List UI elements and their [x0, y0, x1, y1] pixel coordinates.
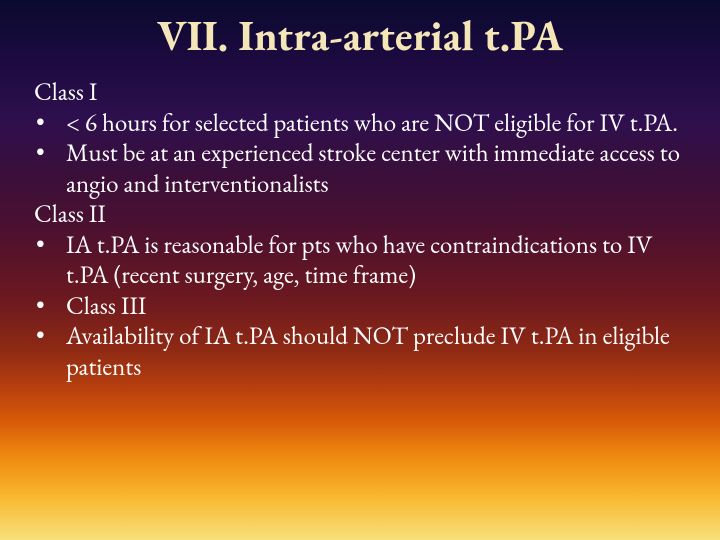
- bullet-glyph: •: [34, 108, 66, 139]
- bullet-text: < 6 hours for selected patients who are …: [66, 108, 686, 139]
- bullet-text: Must be at an experienced stroke center …: [66, 138, 686, 199]
- bullet-item: • Availability of IA t.PA should NOT pre…: [34, 321, 686, 382]
- class-heading: Class II: [34, 199, 686, 230]
- bullet-glyph: •: [34, 230, 66, 261]
- slide-body: Class I • < 6 hours for selected patient…: [34, 77, 686, 382]
- slide-title: VII. Intra-arterial t.PA: [34, 8, 686, 63]
- bullet-item: • Must be at an experienced stroke cente…: [34, 138, 686, 199]
- bullet-glyph: •: [34, 138, 66, 169]
- slide: VII. Intra-arterial t.PA Class I • < 6 h…: [0, 0, 720, 540]
- bullet-glyph: •: [34, 321, 66, 352]
- bullet-text: IA t.PA is reasonable for pts who have c…: [66, 230, 686, 291]
- bullet-glyph: •: [34, 291, 66, 322]
- bullet-item: • IA t.PA is reasonable for pts who have…: [34, 230, 686, 291]
- bullet-item: • < 6 hours for selected patients who ar…: [34, 108, 686, 139]
- bullet-item: • Class III: [34, 291, 686, 322]
- class-heading: Class I: [34, 77, 686, 108]
- bullet-text: Availability of IA t.PA should NOT precl…: [66, 321, 686, 382]
- bullet-text: Class III: [66, 291, 686, 322]
